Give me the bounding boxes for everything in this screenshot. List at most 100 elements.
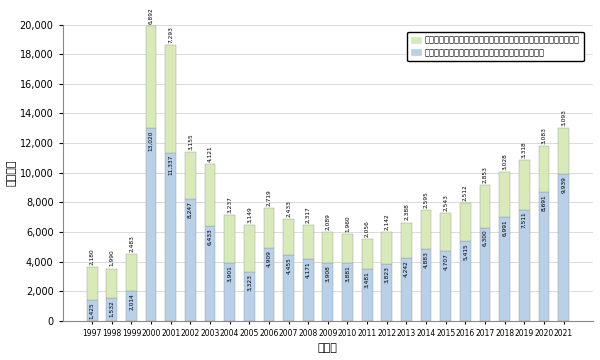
Y-axis label: 出願件数: 出願件数 [7,159,17,186]
Bar [440,213,451,251]
Bar [126,291,137,321]
Text: 2,142: 2,142 [384,213,389,230]
Text: 2,014: 2,014 [129,293,134,310]
Bar [539,147,550,192]
Text: 6,991: 6,991 [502,220,507,236]
Bar [499,217,510,321]
Text: 3,881: 3,881 [345,266,350,282]
Text: 2,483: 2,483 [129,235,134,252]
Bar [421,210,431,248]
Text: 4,707: 4,707 [443,253,448,270]
Text: 3,093: 3,093 [561,109,566,126]
Bar [87,267,98,300]
X-axis label: 出願年: 出願年 [318,343,338,353]
Bar [519,161,530,210]
Text: 3,323: 3,323 [247,274,252,291]
Bar [244,272,254,321]
Text: 13,020: 13,020 [149,130,154,151]
Text: 2,180: 2,180 [89,248,95,265]
Text: 2,512: 2,512 [463,184,468,201]
Text: 8,691: 8,691 [541,194,547,211]
Text: 8,247: 8,247 [188,201,193,218]
Bar [460,240,471,321]
Bar [539,192,550,321]
Bar [499,172,510,217]
Bar [421,248,431,321]
Text: 3,908: 3,908 [325,265,331,282]
Bar [303,259,314,321]
Text: 3,318: 3,318 [522,141,527,158]
Bar [322,232,333,263]
Bar [342,234,353,264]
Text: 4,171: 4,171 [305,261,311,278]
Bar [205,165,215,226]
Bar [185,152,196,199]
Bar [146,26,157,128]
Text: 2,056: 2,056 [365,220,370,237]
Text: 2,543: 2,543 [443,194,448,211]
Bar [342,264,353,321]
Bar [106,298,117,321]
Text: 4,883: 4,883 [424,251,428,267]
Text: 6,300: 6,300 [482,230,487,247]
Bar [479,185,490,228]
Text: 3,149: 3,149 [247,206,252,223]
Text: 4,909: 4,909 [266,250,271,267]
Text: 4,455: 4,455 [286,257,291,274]
Bar [558,174,569,321]
Text: 1,960: 1,960 [345,216,350,232]
Text: 2,388: 2,388 [404,203,409,220]
Text: 3,823: 3,823 [384,266,389,283]
Bar [244,225,254,272]
Bar [362,239,373,269]
Text: 2,089: 2,089 [325,213,331,230]
Bar [401,222,412,258]
Bar [440,251,451,321]
Bar [166,153,176,321]
Text: 3,237: 3,237 [227,196,232,213]
Bar [224,263,235,321]
Bar [362,269,373,321]
Text: 9,939: 9,939 [561,176,566,193]
Text: 1,532: 1,532 [109,300,114,317]
Bar [146,128,157,321]
Text: 7,511: 7,511 [522,212,527,229]
Bar [185,199,196,321]
Bar [166,45,176,153]
Bar [87,300,98,321]
Text: 4,121: 4,121 [208,146,212,162]
Bar [519,210,530,321]
Bar [322,263,333,321]
Text: 1,425: 1,425 [89,302,95,319]
Bar [479,228,490,321]
Text: 3,901: 3,901 [227,265,232,282]
Text: 1,990: 1,990 [109,250,114,266]
Text: 11,337: 11,337 [168,155,173,175]
Bar [382,264,392,321]
Bar [224,215,235,263]
Text: 3,155: 3,155 [188,133,193,150]
Bar [106,269,117,298]
Bar [401,258,412,321]
Text: 3,028: 3,028 [502,153,507,170]
Bar [205,226,215,321]
Text: 2,433: 2,433 [286,200,291,217]
Text: 2,853: 2,853 [482,166,487,183]
Bar [263,208,274,248]
Bar [303,225,314,259]
Text: 2,595: 2,595 [424,191,428,208]
Bar [263,248,274,321]
Text: 3,481: 3,481 [365,271,370,288]
Bar [283,219,294,255]
Bar [460,203,471,240]
Bar [382,233,392,264]
Text: 4,242: 4,242 [404,260,409,277]
Legend: ビジネス関連発明ではあるが、他技術に主要な特徴がある出願の件数, ビジネス関連発明自体を主要な特徴とする出願の件数: ビジネス関連発明ではあるが、他技術に主要な特徴がある出願の件数, ビジネス関連発… [407,32,584,61]
Text: 6,892: 6,892 [149,7,154,24]
Bar [283,255,294,321]
Text: 7,293: 7,293 [168,26,173,42]
Bar [126,254,137,291]
Text: 3,083: 3,083 [541,127,547,144]
Text: 2,317: 2,317 [305,206,311,222]
Text: 2,719: 2,719 [266,189,271,206]
